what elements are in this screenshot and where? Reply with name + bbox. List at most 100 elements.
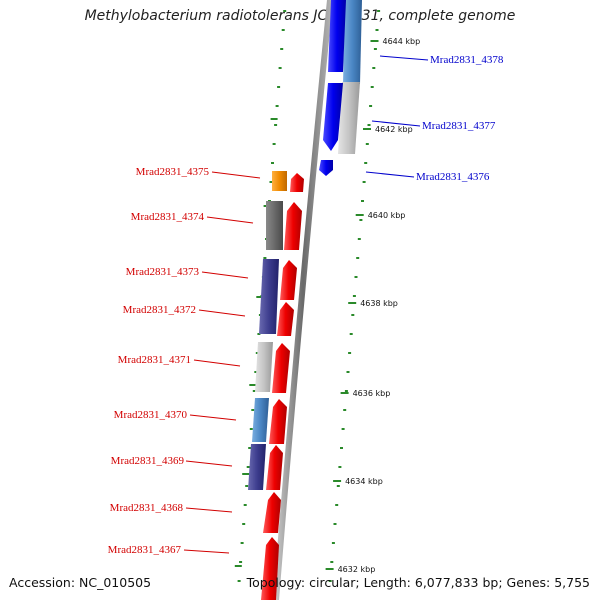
kbp-tick-label: 4634 kbp <box>345 477 383 486</box>
gene-feature-4370[interactable] <box>269 399 287 444</box>
gene-label-4371[interactable]: Mrad2831_4371 <box>118 354 191 366</box>
track-major-tick <box>270 118 278 120</box>
gene-label-4378[interactable]: Mrad2831_4378 <box>430 54 504 66</box>
track-dot-right <box>341 428 345 430</box>
gene-feature-4374-cog[interactable] <box>266 201 283 250</box>
track-dot-left <box>274 124 278 126</box>
kbp-tick-label: 4636 kbp <box>353 389 391 398</box>
gene-feature-4375[interactable] <box>290 173 304 192</box>
track-major-tick <box>234 565 242 567</box>
track-dot-right <box>357 238 361 240</box>
kbp-tick-label: 4640 kbp <box>368 211 406 220</box>
track-dot-right <box>377 10 381 12</box>
track-dot-right <box>338 466 342 468</box>
track-dot-right <box>370 86 374 88</box>
gene-label-4368[interactable]: Mrad2831_4368 <box>110 502 184 514</box>
gene-label-4367[interactable]: Mrad2831_4367 <box>108 544 182 556</box>
track-dot-right <box>365 143 369 145</box>
gene-feature-4376[interactable] <box>319 160 333 176</box>
forward-strand-genes <box>319 0 362 176</box>
kbp-tick-mark <box>340 392 349 394</box>
track-dot-right <box>373 48 377 50</box>
track-dot-right <box>351 314 355 316</box>
gene-feature-4371[interactable] <box>272 343 290 393</box>
gene-label-4377[interactable]: Mrad2831_4377 <box>422 120 496 132</box>
track-dot-right <box>375 29 379 31</box>
track-dot-left <box>252 390 256 392</box>
track-dot-right <box>328 580 332 582</box>
track-dot-left <box>245 485 249 487</box>
gene-label-4373[interactable]: Mrad2831_4373 <box>126 266 200 278</box>
track-dot-left <box>251 409 255 411</box>
track-dot-left <box>281 29 285 31</box>
gene-feature-4378[interactable] <box>328 0 346 72</box>
track-dot-left <box>275 105 279 107</box>
track-dot-left <box>255 352 259 354</box>
track-dot-right <box>348 352 352 354</box>
genome-backbone <box>273 0 333 600</box>
kbp-tick-mark <box>333 480 342 482</box>
track-dot-right <box>343 409 347 411</box>
gene-feature-4378-cog[interactable] <box>343 0 362 84</box>
gene-feature-4377-cog[interactable] <box>338 82 360 154</box>
kbp-tick-mark <box>355 214 364 216</box>
gene-feature-4373[interactable] <box>280 260 297 300</box>
track-dot-right <box>340 447 343 449</box>
kbp-tick-label: 4638 kbp <box>360 299 398 308</box>
track-dot-left <box>257 333 261 335</box>
gene-feature-4369-cog[interactable] <box>248 444 266 490</box>
track-dot-right <box>330 561 334 563</box>
kbp-tick-label: 4632 kbp <box>338 565 376 574</box>
track-dot-left <box>249 428 253 430</box>
reverse-strand-genes <box>248 171 304 600</box>
kbp-tick-mark <box>370 40 379 42</box>
gene-feature-4369[interactable] <box>266 445 283 490</box>
gene-label-4372[interactable]: Mrad2831_4372 <box>123 304 196 316</box>
track-dot-right <box>346 371 350 373</box>
track-major-tick <box>249 384 257 386</box>
track-dot-right <box>344 390 348 392</box>
track-dot-right <box>336 485 340 487</box>
gene-label-4370[interactable]: Mrad2831_4370 <box>114 409 188 421</box>
gene-label-4376[interactable]: Mrad2831_4376 <box>416 171 490 183</box>
gene-feature-4377[interactable] <box>323 83 343 151</box>
track-dot-right <box>349 333 353 335</box>
track-dot-left <box>269 181 273 183</box>
gene-label-4375[interactable]: Mrad2831_4375 <box>136 166 210 178</box>
gene-feature-4372[interactable] <box>277 302 294 336</box>
kbp-tick-mark <box>348 302 357 304</box>
gene-label-4369[interactable]: Mrad2831_4369 <box>111 455 185 467</box>
track-dot-left <box>237 580 241 582</box>
track-dot-right <box>354 276 358 278</box>
track-dot-left <box>271 162 274 164</box>
gene-feature-4375-cog[interactable] <box>272 171 287 191</box>
gene-feature-4374[interactable] <box>284 202 302 250</box>
label-leaders <box>183 55 429 554</box>
kbp-tick-label: 4644 kbp <box>383 37 421 46</box>
track-dot-left <box>254 371 258 373</box>
gene-label-4374[interactable]: Mrad2831_4374 <box>131 211 205 223</box>
gene-labels: Mrad2831_4375 Mrad2831_4374 Mrad2831_437… <box>108 54 504 556</box>
track-dot-left <box>246 466 250 468</box>
gene-feature-4371-cog[interactable] <box>255 342 273 392</box>
gene-feature-4373-cog[interactable] <box>259 259 279 334</box>
track-dot-left <box>263 257 267 259</box>
track-dot-right <box>372 67 376 69</box>
topology-text: Topology: circular; Length: 6,077,833 bp… <box>246 575 590 590</box>
gene-feature-4368[interactable] <box>263 492 281 533</box>
track-dot-right <box>333 523 337 525</box>
kbp-tick-mark <box>325 568 334 570</box>
track-dot-right <box>364 162 368 164</box>
track-dot-left <box>243 504 247 506</box>
track-dot-right <box>359 219 363 221</box>
track-dot-right <box>367 124 371 126</box>
track-dot-right <box>331 542 335 544</box>
gene-feature-4367[interactable] <box>261 537 279 600</box>
track-major-tick <box>256 296 264 298</box>
track-dot-right <box>361 200 364 202</box>
track-dot-right <box>369 105 373 107</box>
map-title: Methylobacterium radiotolerans JCM 2831,… <box>84 8 516 24</box>
gene-feature-4370-cog[interactable] <box>252 398 269 442</box>
track-dot-right <box>362 181 366 183</box>
